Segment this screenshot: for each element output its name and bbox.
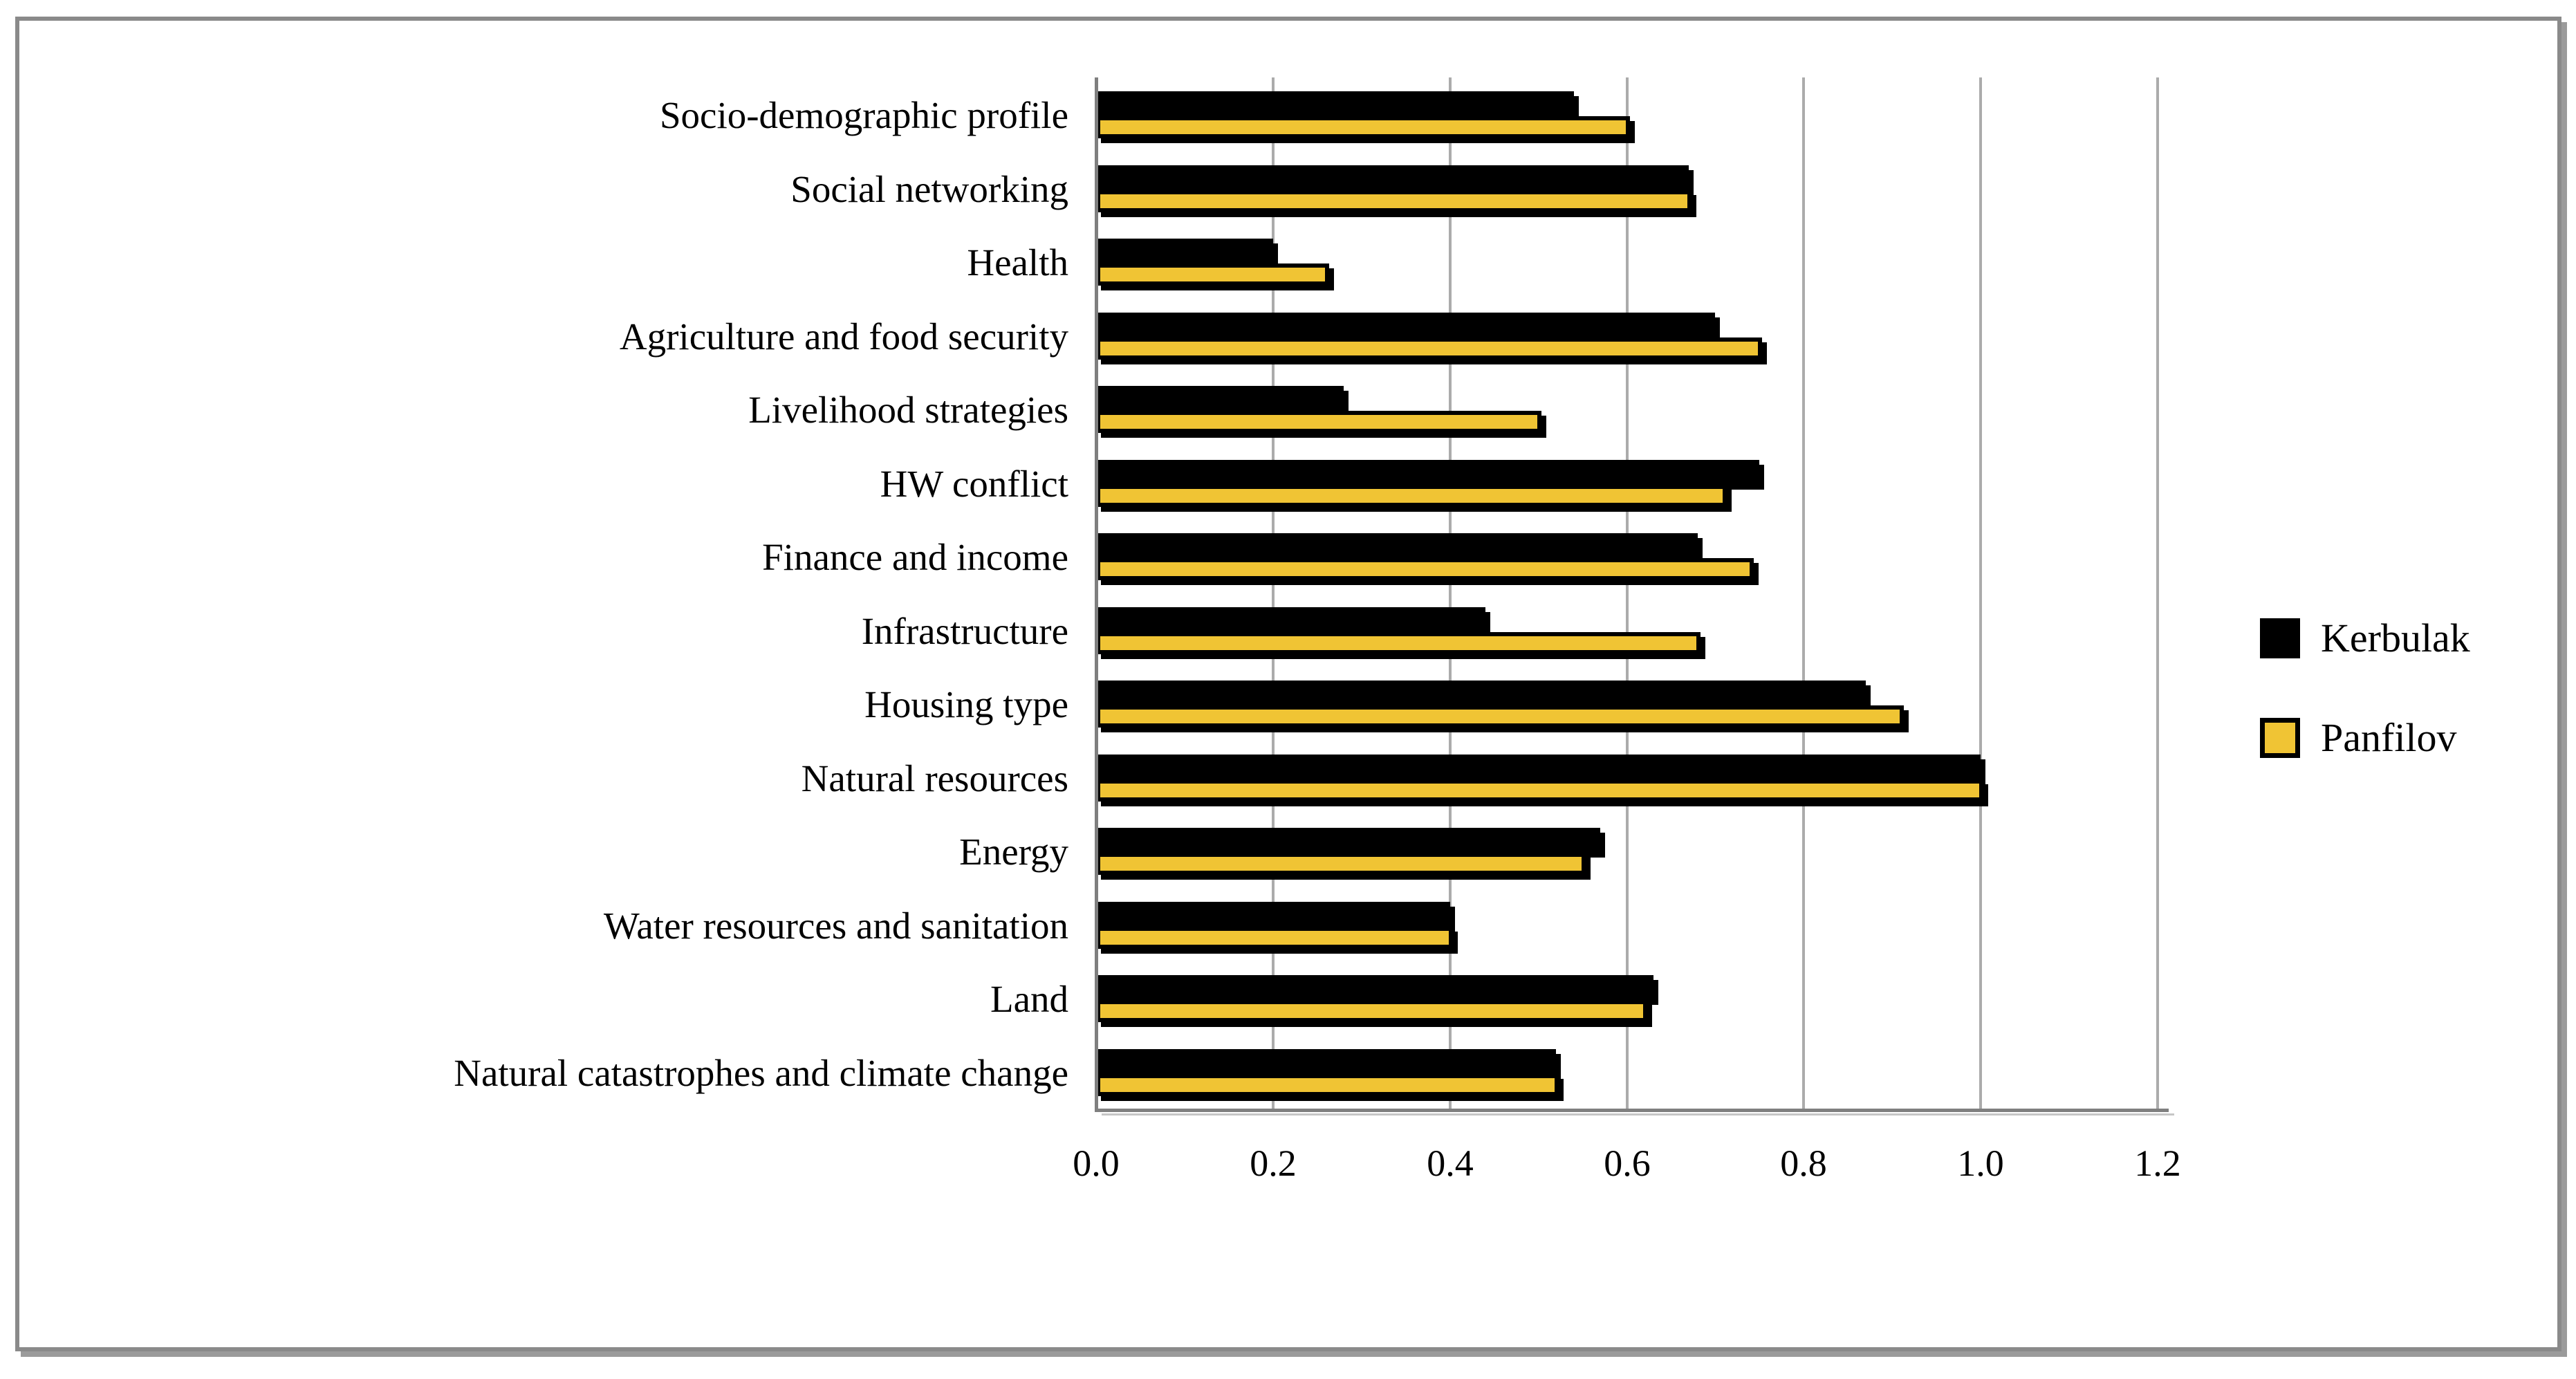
x-tick-label-0.4: 0.4: [1427, 1142, 1474, 1184]
x-tick-label-0.6: 0.6: [1604, 1142, 1651, 1184]
category-label: Finance and income: [762, 535, 1068, 578]
category-label: Agriculture and food security: [619, 315, 1068, 358]
bar-kerbulak-8: [1096, 681, 1866, 705]
legend-swatch-panfilov-icon: [2260, 718, 2300, 758]
legend-entry-kerbulak: Kerbulak: [2260, 618, 2470, 659]
category-label: Water resources and sanitation: [603, 904, 1068, 947]
legend-entry-panfilov: Panfilov: [2260, 717, 2457, 759]
gridline-1.2: [2156, 77, 2159, 1109]
bar-kerbulak-9: [1096, 755, 1981, 779]
bar-panfilov-9: [1096, 779, 1983, 802]
bar-panfilov-4: [1096, 411, 1541, 433]
bar-panfilov-1: [1096, 190, 1692, 212]
category-label: Natural resources: [801, 757, 1068, 799]
bar-panfilov-10: [1096, 853, 1586, 875]
legend-swatch-kerbulak-icon: [2260, 618, 2300, 658]
bar-panfilov-6: [1096, 558, 1754, 580]
x-axis-line: [1095, 1109, 2169, 1112]
bar-panfilov-8: [1096, 705, 1904, 728]
bar-kerbulak-7: [1096, 607, 1485, 632]
bar-kerbulak-2: [1096, 239, 1273, 263]
bar-panfilov-2: [1096, 263, 1329, 286]
category-label: Health: [967, 241, 1068, 284]
gridline-0.2: [1271, 77, 1275, 1109]
category-label: Housing type: [864, 683, 1068, 725]
bar-panfilov-3: [1096, 337, 1762, 360]
gridline-0.4: [1448, 77, 1452, 1109]
category-label: Livelihood strategies: [748, 388, 1068, 431]
x-tick-label-0.2: 0.2: [1250, 1142, 1297, 1184]
category-label: Infrastructure: [861, 609, 1068, 652]
category-label: Energy: [959, 830, 1068, 873]
bar-panfilov-13: [1096, 1074, 1559, 1096]
x-tick-label-0.0: 0.0: [1073, 1142, 1120, 1184]
category-label: HW conflict: [880, 462, 1068, 505]
bar-panfilov-0: [1096, 116, 1630, 138]
bar-panfilov-7: [1096, 632, 1701, 654]
bar-kerbulak-11: [1096, 902, 1450, 927]
bar-kerbulak-5: [1096, 460, 1759, 485]
x-tick-label-1.0: 1.0: [1957, 1142, 2004, 1184]
bar-panfilov-12: [1096, 1000, 1647, 1022]
bar-kerbulak-12: [1096, 975, 1653, 1000]
category-label: Land: [990, 977, 1068, 1020]
legend-label: Kerbulak: [2321, 616, 2470, 660]
category-label: Socio-demographic profile: [659, 93, 1068, 136]
x-tick-label-1.2: 1.2: [2134, 1142, 2181, 1184]
bar-panfilov-11: [1096, 927, 1453, 949]
bar-kerbulak-3: [1096, 313, 1715, 337]
bar-kerbulak-10: [1096, 828, 1600, 853]
bar-kerbulak-1: [1096, 165, 1689, 190]
x-tick-label-0.8: 0.8: [1780, 1142, 1827, 1184]
gridline-0.6: [1625, 77, 1629, 1109]
y-axis-line: [1095, 77, 1098, 1111]
bar-panfilov-5: [1096, 485, 1727, 507]
plot-area: [1095, 77, 2169, 1112]
bar-kerbulak-13: [1096, 1049, 1556, 1074]
legend-label: Panfilov: [2321, 715, 2457, 760]
gridline-0.8: [1802, 77, 1806, 1109]
bar-kerbulak-6: [1096, 533, 1698, 558]
bar-kerbulak-0: [1096, 91, 1574, 116]
bar-kerbulak-4: [1096, 386, 1344, 411]
category-label: Natural catastrophes and climate change: [454, 1051, 1068, 1094]
category-label: Social networking: [790, 167, 1068, 210]
gridline-1.0: [1979, 77, 1983, 1109]
